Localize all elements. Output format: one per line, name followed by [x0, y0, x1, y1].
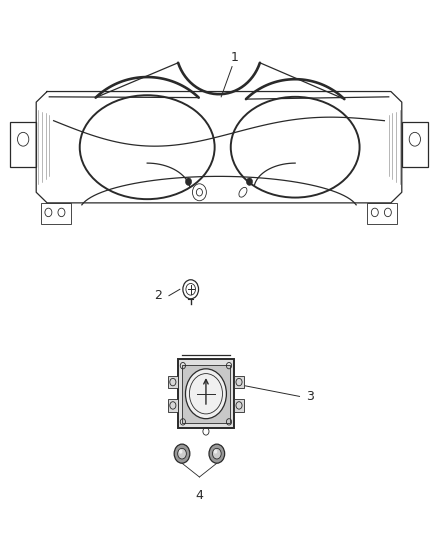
FancyBboxPatch shape [178, 359, 234, 428]
Circle shape [209, 444, 225, 463]
FancyBboxPatch shape [168, 399, 178, 412]
Circle shape [178, 448, 186, 459]
Text: 1: 1 [230, 51, 238, 63]
Circle shape [214, 449, 217, 454]
FancyBboxPatch shape [168, 376, 178, 389]
FancyBboxPatch shape [182, 365, 230, 423]
FancyBboxPatch shape [234, 376, 244, 389]
Circle shape [185, 178, 191, 185]
FancyBboxPatch shape [234, 399, 244, 412]
Text: 3: 3 [307, 390, 314, 403]
Circle shape [179, 449, 183, 454]
Circle shape [247, 178, 253, 185]
Circle shape [174, 444, 190, 463]
Text: 4: 4 [195, 489, 203, 502]
Text: 2: 2 [154, 289, 162, 302]
Circle shape [212, 448, 221, 459]
Circle shape [185, 369, 226, 419]
